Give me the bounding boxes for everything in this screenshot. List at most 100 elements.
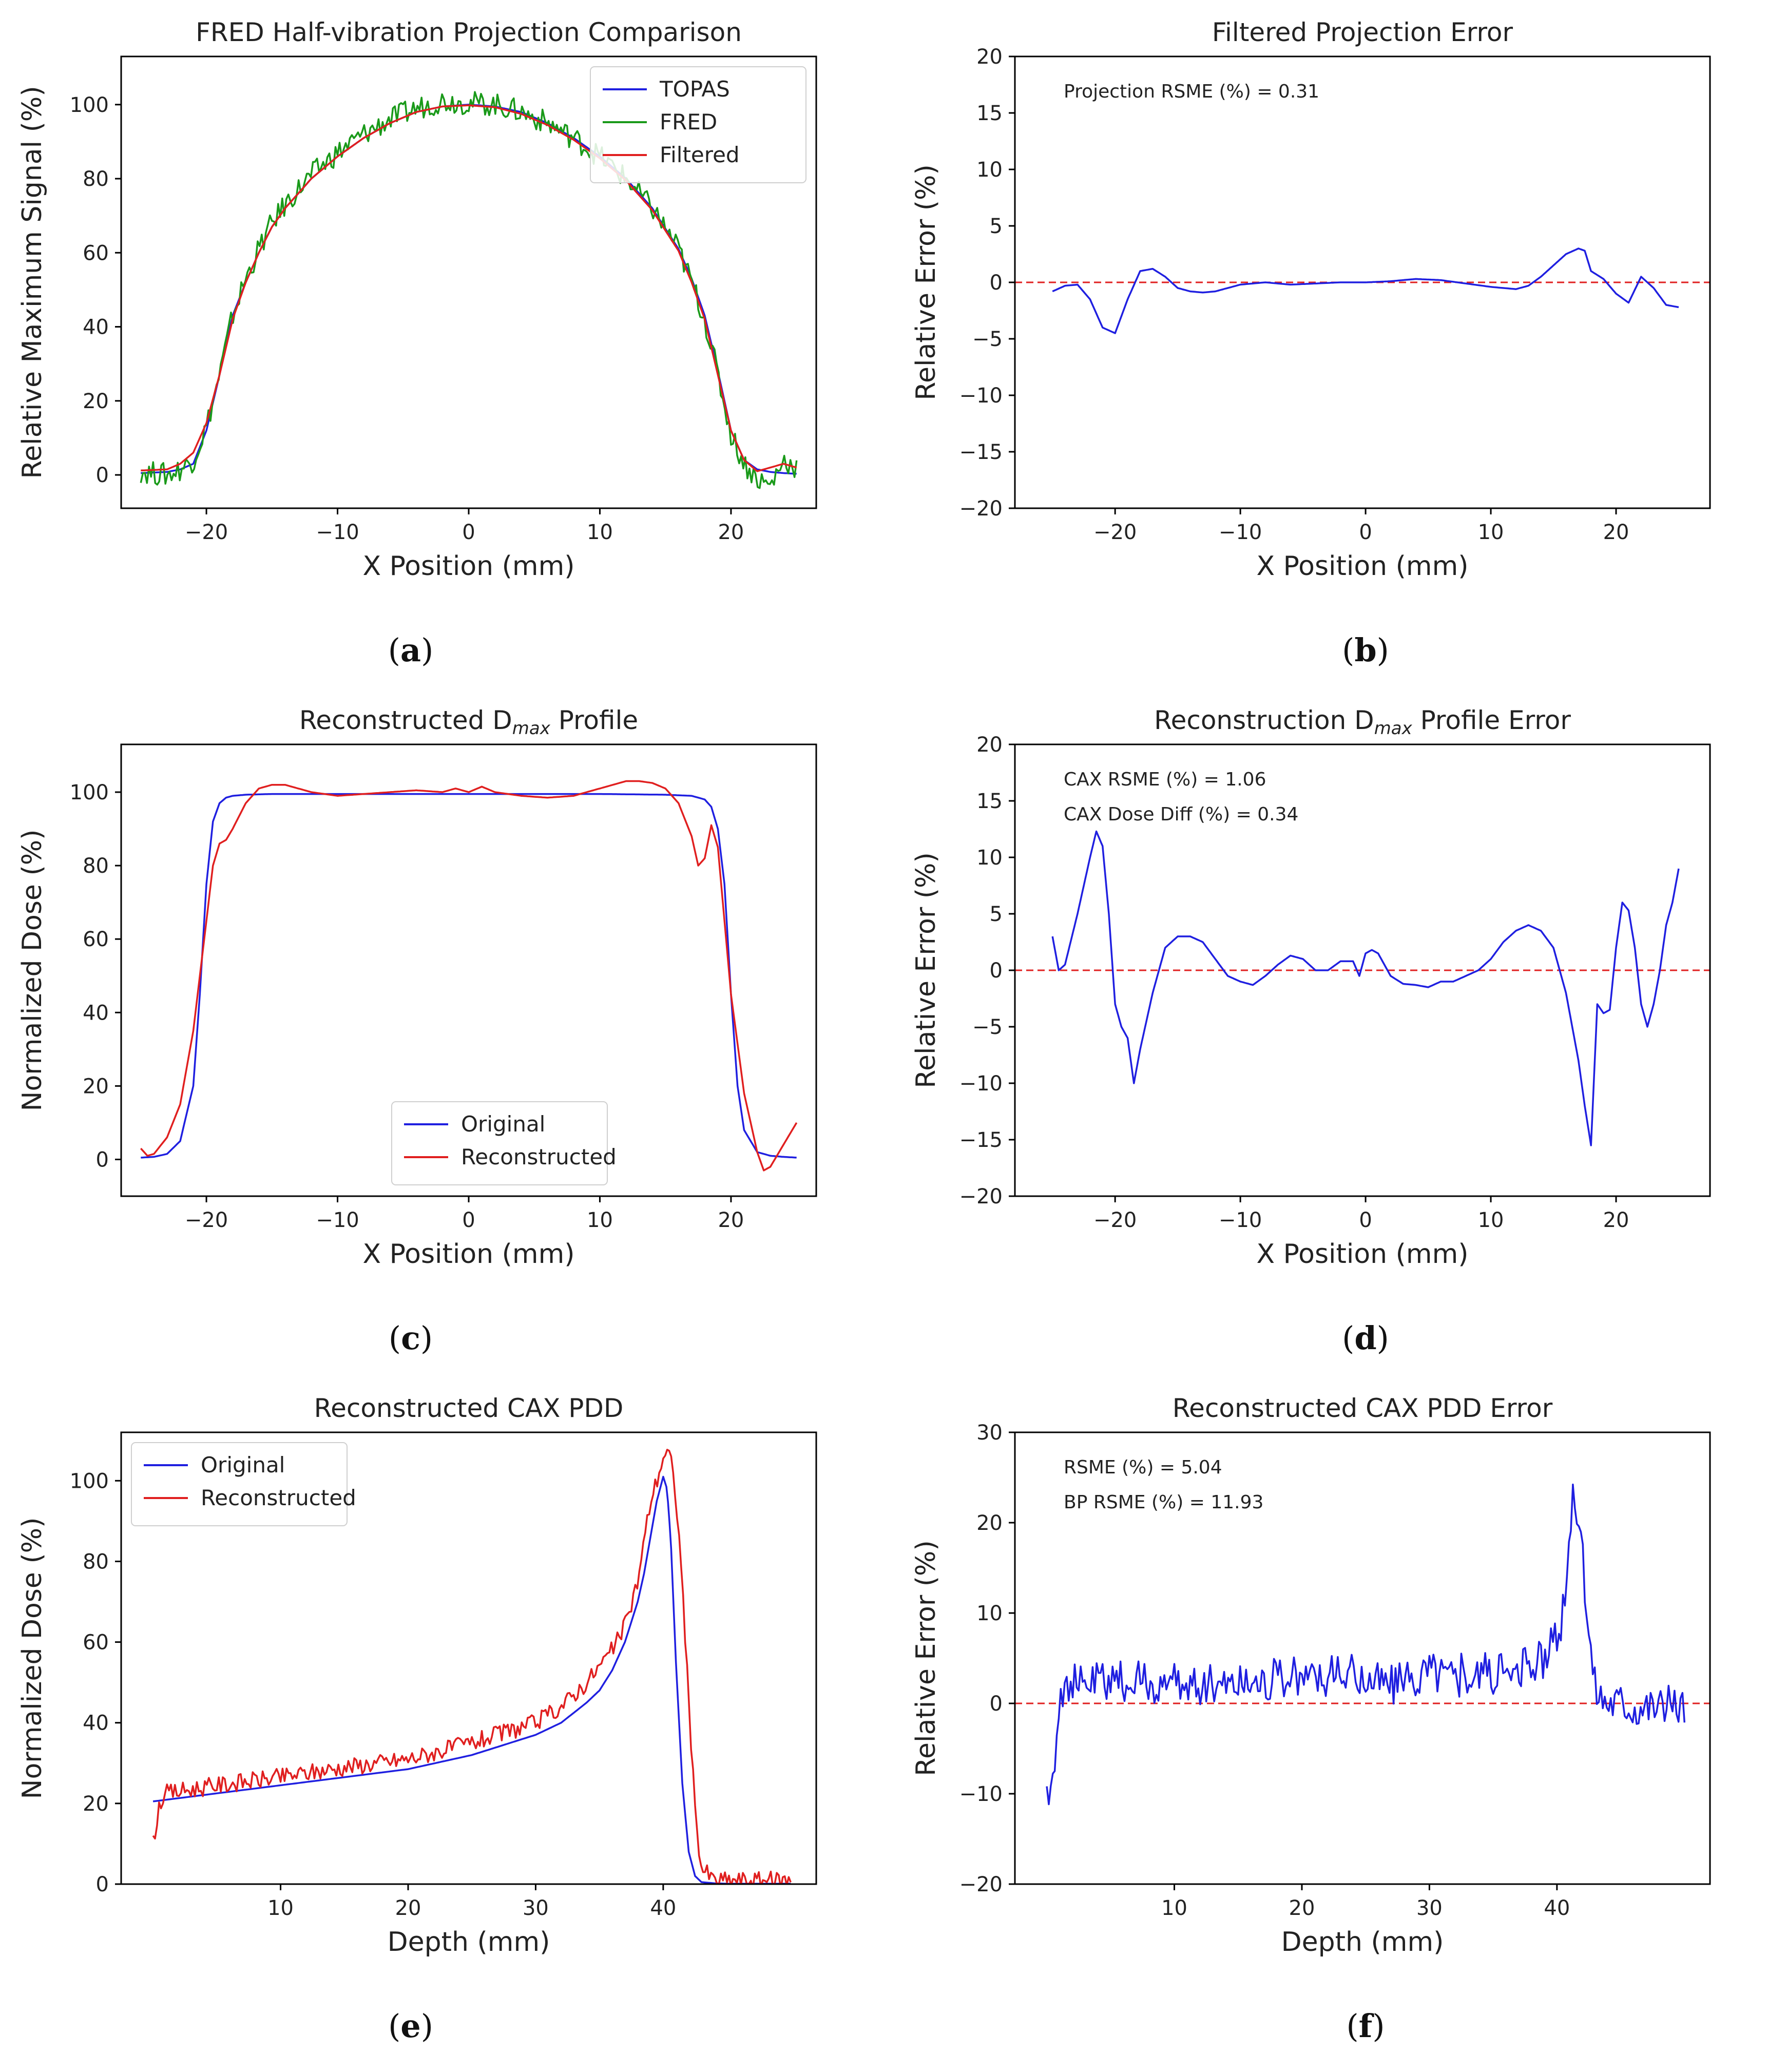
legend: TOPAS FRED Filtered [590, 66, 806, 183]
y-tick-label: −5 [972, 328, 1003, 351]
plot-frame [120, 1431, 817, 1885]
x-tick-label: 40 [1544, 1896, 1570, 1920]
x-axis-label: X Position (mm) [1256, 551, 1468, 582]
y-axis-label: Relative Maximum Signal (%) [17, 86, 48, 478]
chart-title: Reconstructed CAX PDD Error [1173, 1393, 1553, 1423]
y-axis-label: Normalized Dose (%) [17, 1518, 48, 1799]
y-tick-label: 10 [976, 846, 1003, 870]
caption-c: (c) [388, 1319, 433, 1357]
legend-label: FRED [660, 109, 717, 135]
y-tick-label: 40 [83, 1712, 109, 1735]
x-tick-label: 40 [650, 1896, 676, 1920]
x-tick-label: 10 [267, 1896, 294, 1920]
x-tick-label: −20 [1093, 521, 1137, 544]
y-tick-label: 20 [83, 1792, 109, 1816]
y-tick-label: 20 [83, 1075, 109, 1098]
annotation-text: Projection RSME (%) = 0.31 [1064, 81, 1319, 102]
chart-panel-c: Reconstructed Dmax Profile −20 −10 0 10 20 0 20… [17, 705, 817, 1270]
x-tick-label: −10 [1219, 521, 1262, 544]
y-tick-label: 30 [976, 1421, 1003, 1445]
y-tick-label: 10 [976, 158, 1003, 182]
y-tick-label: 20 [976, 45, 1003, 69]
y-tick-label: 0 [990, 959, 1003, 983]
y-tick-label: 60 [83, 1631, 109, 1655]
y-tick-label: −20 [959, 1873, 1003, 1896]
annotation-text: RSME (%) = 5.04 [1064, 1457, 1222, 1478]
x-axis-label: Depth (mm) [388, 1927, 550, 1958]
y-tick-label: 0 [96, 1148, 109, 1172]
y-tick-label: 0 [990, 1692, 1003, 1716]
legend-label: TOPAS [659, 76, 730, 102]
y-tick-label: 100 [70, 1469, 109, 1493]
chart-panel-f: Reconstructed CAX PDD Error 10 20 30 40 −20 −1… [911, 1393, 1711, 1958]
series-line-error [1051, 830, 1680, 1146]
y-tick-label: 60 [83, 241, 109, 265]
x-tick-label: 10 [587, 521, 613, 544]
series-line-reconstructed [152, 1449, 792, 1884]
x-tick-label: 20 [718, 521, 744, 544]
caption-e: (e) [388, 2007, 433, 2045]
x-tick-label: −10 [1219, 1208, 1262, 1232]
x-tick-label: −10 [316, 521, 359, 544]
plot-frame [1014, 1431, 1711, 1885]
legend: Original Reconstructed [391, 1101, 617, 1185]
caption-f: (f) [1346, 2007, 1385, 2045]
y-tick-label: −10 [959, 1782, 1003, 1806]
x-tick-label: 10 [1478, 521, 1504, 544]
x-tick-label: 30 [523, 1896, 549, 1920]
x-axis-label: X Position (mm) [362, 1239, 574, 1270]
y-tick-label: 100 [70, 93, 109, 117]
y-tick-label: 0 [990, 271, 1003, 295]
y-tick-label: 0 [96, 1873, 109, 1896]
x-tick-label: 20 [718, 1208, 744, 1232]
y-tick-label: 10 [976, 1602, 1003, 1625]
x-tick-label: −10 [316, 1208, 359, 1232]
x-tick-label: 10 [1478, 1208, 1504, 1232]
x-tick-label: 20 [395, 1896, 421, 1920]
legend-label: Original [461, 1111, 545, 1137]
x-tick-label: 0 [462, 521, 475, 544]
chart-title: Reconstruction Dmax Profile Error [1154, 705, 1571, 739]
legend-label: Filtered [660, 142, 740, 167]
series-line-error [1052, 247, 1679, 334]
chart-panel-e: Reconstructed CAX PDD 10 20 30 40 0 20 40 60 80 10… [17, 1393, 817, 1958]
y-tick-label: −5 [972, 1015, 1003, 1039]
y-tick-label: −15 [959, 1128, 1003, 1152]
y-tick-label: 20 [976, 1511, 1003, 1535]
x-tick-label: 0 [462, 1208, 475, 1232]
x-axis-label: X Position (mm) [362, 551, 574, 582]
caption-b: (b) [1342, 631, 1389, 669]
x-tick-label: 0 [1359, 521, 1372, 544]
y-tick-label: −20 [959, 1185, 1003, 1208]
x-tick-label: 10 [587, 1208, 613, 1232]
y-tick-label: 100 [70, 781, 109, 804]
series-line-error [1046, 1483, 1686, 1806]
x-tick-label: −20 [185, 521, 228, 544]
y-tick-label: 40 [83, 1001, 109, 1025]
y-tick-label: 60 [83, 928, 109, 951]
y-tick-label: −10 [959, 384, 1003, 408]
x-tick-label: −20 [185, 1208, 228, 1232]
y-tick-label: 80 [83, 167, 109, 191]
caption-d: (d) [1342, 1319, 1389, 1357]
chart-title: Reconstructed Dmax Profile [299, 705, 638, 739]
series-line-fred [140, 91, 798, 489]
y-axis-label: Relative Error (%) [911, 852, 941, 1088]
x-axis-label: Depth (mm) [1281, 1927, 1444, 1958]
chart-title: Filtered Projection Error [1212, 17, 1513, 47]
series-line-original [152, 1475, 791, 1884]
series-line-reconstructed [140, 780, 798, 1172]
y-tick-label: 15 [976, 790, 1003, 813]
x-tick-label: 10 [1161, 1896, 1187, 1920]
y-tick-label: 40 [83, 316, 109, 339]
y-tick-label: −20 [959, 497, 1003, 521]
y-tick-label: 0 [96, 464, 109, 487]
x-tick-label: 30 [1416, 1896, 1443, 1920]
annotation-text: BP RSME (%) = 11.93 [1064, 1492, 1263, 1513]
chart-title: FRED Half-vibration Projection Compariso… [196, 17, 742, 47]
y-axis-label: Relative Error (%) [911, 1540, 941, 1776]
chart-title: Reconstructed CAX PDD [314, 1393, 624, 1423]
x-tick-label: 0 [1359, 1208, 1372, 1232]
chart-panel-d: Reconstruction Dmax Profile Error −20 −10 0… [911, 705, 1711, 1270]
y-tick-label: −15 [959, 440, 1003, 464]
